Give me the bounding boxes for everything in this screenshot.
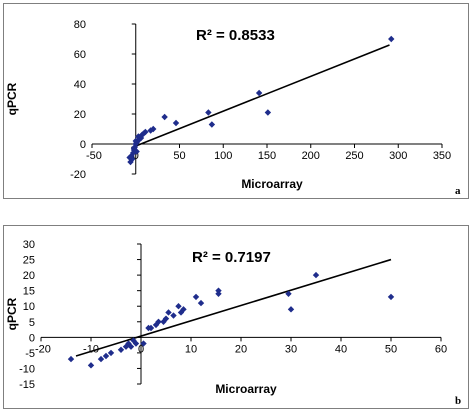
data-point bbox=[137, 134, 145, 142]
x-tick-label: 350 bbox=[433, 150, 451, 162]
data-point bbox=[160, 318, 167, 325]
data-point bbox=[125, 340, 132, 347]
data-point bbox=[136, 136, 143, 143]
data-point bbox=[285, 290, 292, 297]
x-tick-label: -20 bbox=[35, 343, 51, 355]
y-tick-label: 0 bbox=[80, 139, 86, 151]
x-tick-label: 0 bbox=[133, 150, 139, 162]
data-point bbox=[172, 119, 180, 127]
data-point bbox=[142, 128, 149, 136]
data-point bbox=[264, 109, 272, 116]
y-axis-title: qPCR bbox=[5, 82, 19, 115]
data-point bbox=[312, 271, 320, 279]
data-point bbox=[147, 127, 154, 134]
trendline bbox=[75, 258, 392, 357]
data-point bbox=[107, 349, 115, 357]
trendline bbox=[131, 44, 390, 149]
y-axis-title: qPCR bbox=[5, 297, 19, 330]
data-point bbox=[128, 152, 135, 160]
data-point bbox=[102, 352, 110, 360]
x-tick-label: 50 bbox=[385, 343, 397, 355]
x-tick-label: 10 bbox=[185, 343, 197, 355]
y-tick-label: 80 bbox=[74, 19, 86, 31]
y-tick-label: 40 bbox=[74, 79, 86, 91]
data-point bbox=[133, 148, 140, 155]
y-tick-label: -10 bbox=[19, 363, 35, 375]
data-point bbox=[387, 293, 395, 301]
y-tick-label: -20 bbox=[70, 169, 86, 181]
data-point bbox=[67, 355, 75, 363]
data-point bbox=[205, 109, 212, 116]
panel-letter: a bbox=[455, 185, 461, 197]
data-point bbox=[145, 324, 152, 332]
data-point bbox=[170, 312, 177, 319]
scatter-chart-b: -20 -10 0 10 20 30 40 50 60-15-10-5051015202530R… bbox=[5, 239, 461, 407]
data-point bbox=[117, 346, 125, 353]
data-point bbox=[162, 315, 170, 322]
data-point bbox=[161, 113, 168, 121]
x-tick-label: 200 bbox=[302, 150, 320, 162]
x-tick-label: 250 bbox=[345, 150, 363, 162]
data-point bbox=[87, 362, 95, 369]
y-tick-label: 30 bbox=[23, 239, 35, 251]
data-point bbox=[165, 309, 172, 316]
data-point bbox=[287, 306, 295, 313]
data-point bbox=[192, 293, 200, 301]
y-tick-label: 60 bbox=[74, 49, 86, 61]
y-tick-label: 10 bbox=[23, 301, 35, 313]
data-point bbox=[177, 309, 185, 316]
x-tick-label: 60 bbox=[435, 343, 447, 355]
data-point bbox=[135, 133, 142, 140]
x-tick-label: 20 bbox=[235, 343, 247, 355]
x-tick-label: 50 bbox=[173, 150, 185, 162]
y-tick-label: 5 bbox=[29, 317, 35, 329]
data-point bbox=[197, 299, 205, 307]
data-point bbox=[155, 318, 162, 325]
y-tick-label: 25 bbox=[23, 255, 35, 267]
data-point bbox=[175, 303, 182, 310]
data-point bbox=[126, 154, 133, 161]
x-tick-label: 0 bbox=[138, 343, 144, 355]
y-tick-label: 20 bbox=[23, 270, 35, 282]
y-tick-label: -15 bbox=[19, 379, 35, 391]
data-point bbox=[140, 130, 147, 137]
x-axis-title: Microarray bbox=[215, 382, 277, 396]
data-point bbox=[129, 149, 137, 157]
data-point bbox=[215, 290, 222, 297]
y-tick-label: 15 bbox=[23, 286, 35, 298]
y-tick-label: 20 bbox=[74, 109, 86, 121]
x-tick-label: -50 bbox=[86, 150, 102, 162]
y-tick-label: 0 bbox=[29, 332, 35, 344]
x-axis-title: Microarray bbox=[241, 177, 303, 191]
data-point bbox=[132, 137, 139, 145]
data-point bbox=[130, 337, 137, 344]
x-tick-label: 300 bbox=[389, 150, 407, 162]
x-tick-label: 40 bbox=[335, 343, 347, 355]
y-tick-label: -5 bbox=[25, 348, 35, 360]
data-point bbox=[388, 35, 395, 43]
data-point bbox=[140, 340, 147, 347]
x-tick-label: 30 bbox=[285, 343, 297, 355]
r-squared-label: R² = 0.7197 bbox=[192, 249, 271, 266]
data-point bbox=[127, 158, 134, 166]
r-squared-label: R² = 0.8533 bbox=[196, 27, 275, 44]
data-point bbox=[97, 355, 105, 363]
data-point bbox=[152, 321, 160, 329]
x-tick-label: 100 bbox=[214, 150, 232, 162]
data-point bbox=[132, 340, 140, 347]
chart-panel-b: -20 -10 0 10 20 30 40 50 60 -15 -10 -5 0 5 10 15 20 25 30 R… bbox=[3, 225, 469, 409]
x-tick-label: 150 bbox=[258, 150, 276, 162]
data-point bbox=[130, 145, 138, 152]
data-point bbox=[138, 131, 146, 139]
chart-panel-a: -50 0 50 100 150 200 250 300 350 -20 0 20 40 60 80 R² =… bbox=[3, 3, 469, 199]
data-point bbox=[208, 121, 216, 128]
panel-letter: b bbox=[455, 395, 461, 407]
data-point bbox=[150, 125, 157, 133]
data-point bbox=[129, 155, 136, 163]
